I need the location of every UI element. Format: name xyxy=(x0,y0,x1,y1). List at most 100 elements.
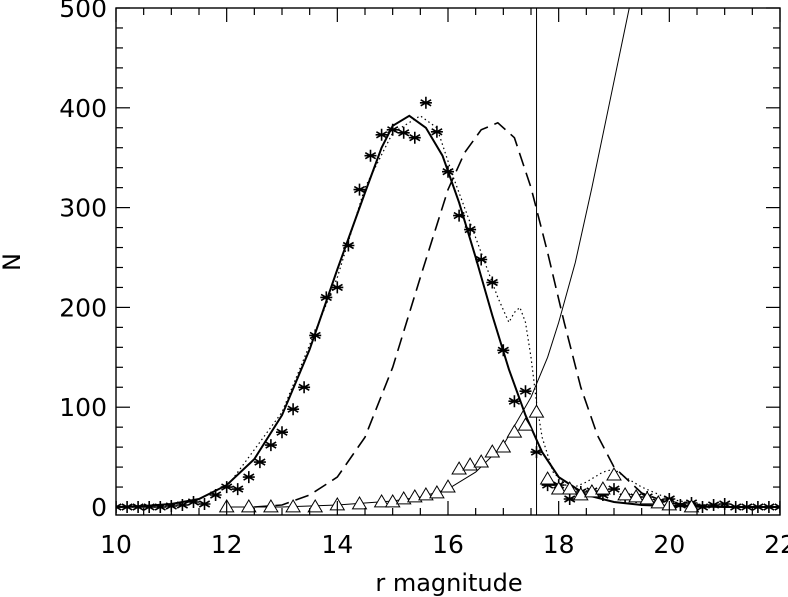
y-tick-label: 500 xyxy=(59,0,107,23)
asterisk-point xyxy=(563,493,576,505)
triangle-point xyxy=(307,499,324,513)
triangle-point xyxy=(473,454,490,468)
asterisk-point xyxy=(497,344,510,357)
x-tick-label: 12 xyxy=(211,530,243,559)
asterisk-point xyxy=(176,499,189,511)
triangle-point xyxy=(550,481,567,495)
x-tick-label: 10 xyxy=(100,530,132,559)
y-tick-label: 400 xyxy=(59,94,107,123)
asterisk-point xyxy=(740,501,753,513)
asterisk-point xyxy=(430,125,443,138)
asterisk-point xyxy=(541,479,554,492)
asterisk-point xyxy=(364,149,377,162)
triangle-point xyxy=(429,485,445,499)
asterisk-point xyxy=(508,395,521,408)
asterisk-point xyxy=(320,291,333,304)
y-tick-label: 0 xyxy=(91,493,107,522)
asterisk-point xyxy=(486,276,499,289)
asterisk-point xyxy=(519,385,532,398)
asterisk-point xyxy=(386,123,399,136)
triangle-point xyxy=(561,481,578,495)
asterisk-point xyxy=(220,481,233,494)
asterisk-point xyxy=(596,489,609,501)
triangle-point xyxy=(395,491,412,505)
y-tick-label: 300 xyxy=(59,194,107,223)
asterisk-point xyxy=(729,501,742,513)
x-tick-label: 18 xyxy=(543,530,575,559)
triangle-point xyxy=(650,495,667,509)
asterisk-point xyxy=(209,489,222,501)
y-tick-label: 100 xyxy=(59,393,107,422)
asterisk-point xyxy=(165,500,178,512)
triangle-point xyxy=(683,499,700,513)
triangle-point xyxy=(517,417,534,431)
triangle-point xyxy=(440,479,456,493)
triangle-point xyxy=(539,471,556,485)
triangle-point xyxy=(495,439,512,453)
asterisk-point xyxy=(696,501,709,513)
y-tick-label: 200 xyxy=(59,293,107,322)
series-lines xyxy=(116,8,780,515)
triangle-point xyxy=(462,457,478,471)
asterisk-point xyxy=(242,471,255,484)
triangle-point xyxy=(639,491,656,505)
triangle-point xyxy=(263,499,279,513)
asterisk-point xyxy=(475,253,488,266)
asterisk-point xyxy=(464,223,477,236)
asterisk-point xyxy=(419,96,432,109)
asterisk-point xyxy=(718,498,731,510)
asterisk-point xyxy=(298,381,311,394)
series-line-solid-thin xyxy=(226,8,630,508)
asterisk-point xyxy=(143,501,156,513)
asterisk-point xyxy=(198,498,211,510)
asterisk-point xyxy=(264,439,277,452)
x-tick-label: 14 xyxy=(321,530,353,559)
axes xyxy=(115,7,781,516)
series-line-dotted xyxy=(226,115,725,508)
asterisk-point xyxy=(287,403,300,416)
asterisk-point xyxy=(187,496,200,508)
triangle-point xyxy=(373,494,390,508)
triangle-point xyxy=(418,487,434,501)
asterisk-point xyxy=(231,483,244,496)
plot-frame xyxy=(115,7,781,516)
triangle-point xyxy=(406,489,423,503)
asterisk-point xyxy=(342,239,355,252)
asterisk-point xyxy=(608,483,620,496)
asterisk-point xyxy=(331,281,344,294)
asterisk-point xyxy=(442,165,454,178)
asterisk-point xyxy=(353,183,366,196)
triangle-point xyxy=(595,481,611,495)
series-markers xyxy=(116,96,780,513)
triangle-point xyxy=(617,487,633,501)
triangle-point xyxy=(240,499,257,513)
asterisk-point xyxy=(253,456,266,469)
asterisk-point xyxy=(751,501,764,513)
triangle-point xyxy=(451,461,467,475)
triangle-point xyxy=(285,499,301,513)
triangle-point xyxy=(572,487,589,501)
x-tick-label: 20 xyxy=(653,530,685,559)
tick-labels: 10 12 14 16 18 20 22 0 100 200 300 400 500 xyxy=(59,0,788,559)
asterisk-point xyxy=(154,501,167,513)
triangle-point xyxy=(528,404,545,418)
triangle-point xyxy=(628,489,644,503)
series-line-dashed xyxy=(254,121,725,508)
asterisk-point xyxy=(309,329,322,342)
asterisk-point xyxy=(530,446,543,459)
asterisk-point xyxy=(397,126,410,139)
x-tick-label: 16 xyxy=(432,530,464,559)
triangle-point xyxy=(351,496,368,510)
asterisk-point xyxy=(453,209,466,222)
series-line-solid-thick xyxy=(116,114,780,508)
asterisk-point xyxy=(132,501,145,513)
asterisk-point xyxy=(276,426,288,439)
asterisk-point xyxy=(674,499,687,511)
asterisk-point xyxy=(375,128,388,141)
x-tick-label: 22 xyxy=(764,530,788,559)
y-axis-label: N xyxy=(0,253,26,271)
asterisk-point xyxy=(408,131,421,144)
triangle-point xyxy=(606,467,622,481)
